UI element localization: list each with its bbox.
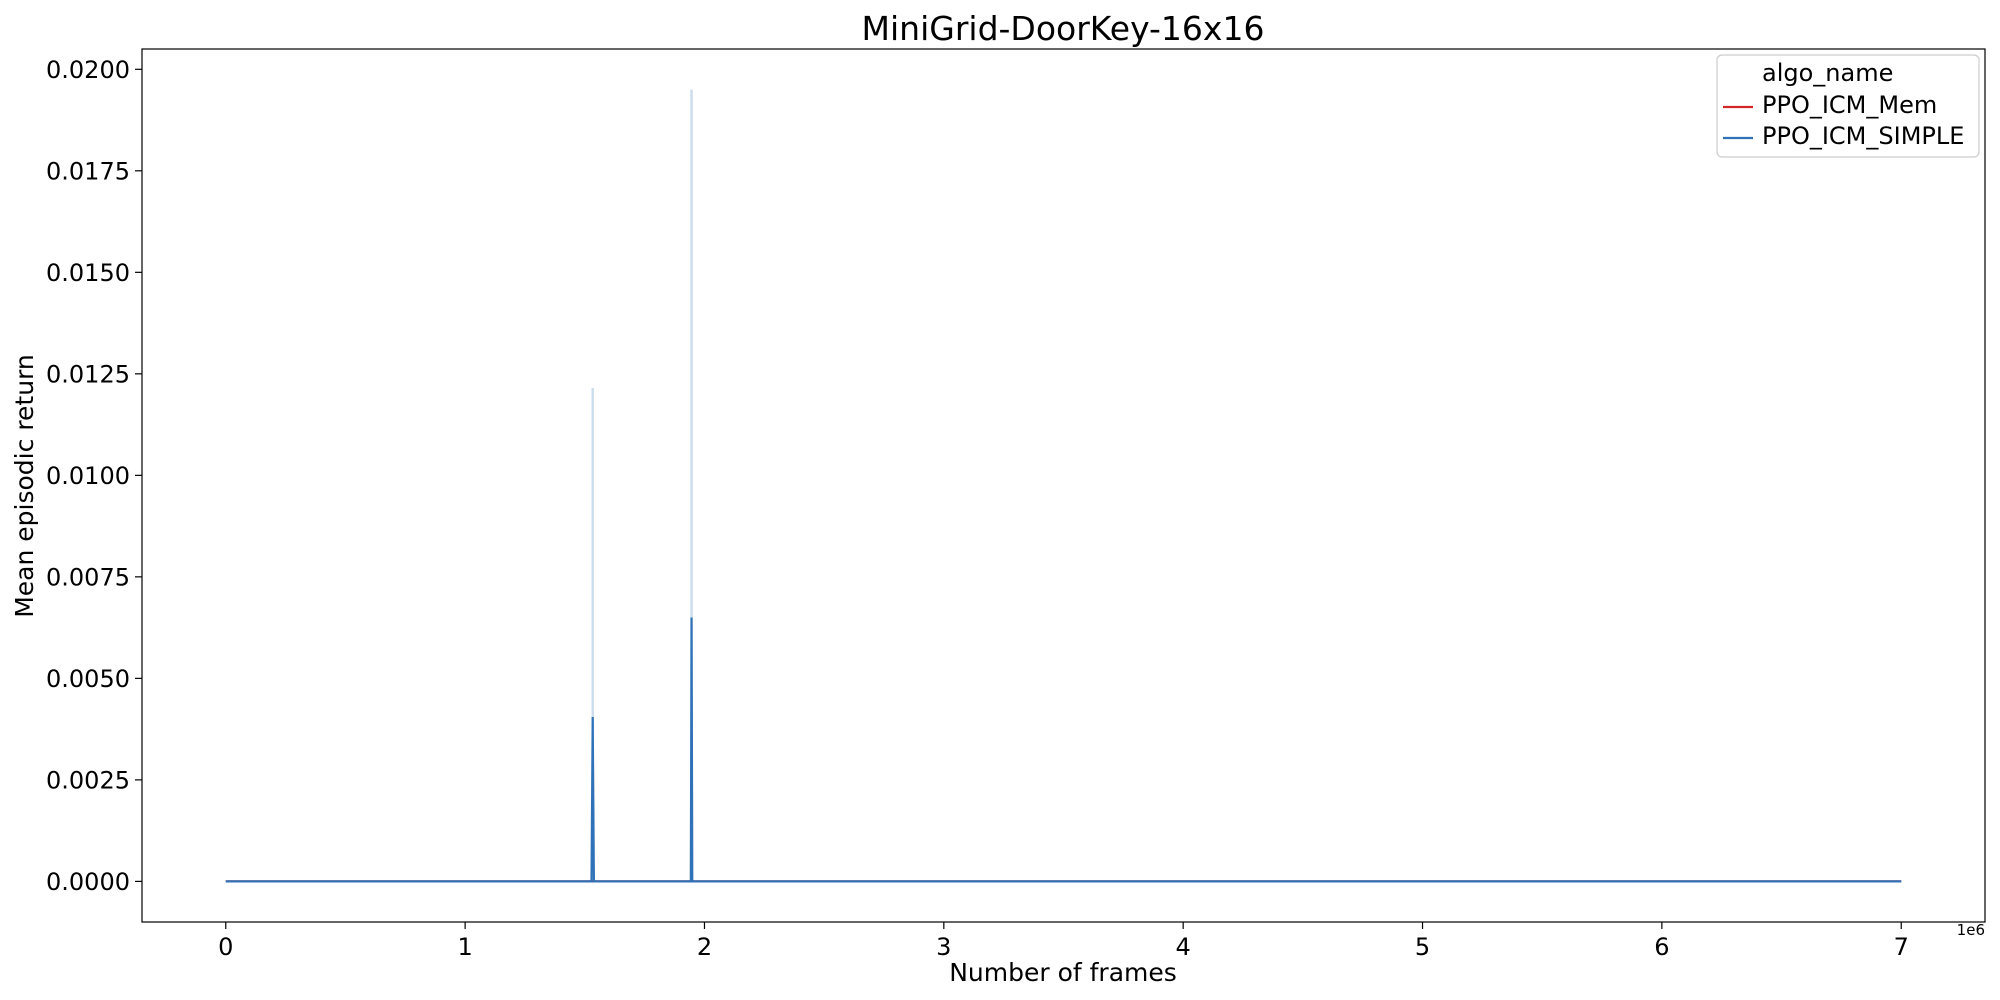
plot-area: 0 1 2 3 4 5 6 7 0.0000 0.0025 0.0050 0.0075 0.0100 0.… xyxy=(46,48,1986,961)
x-axis-label: Number of frames xyxy=(949,958,1177,987)
legend-title: algo_name xyxy=(1762,59,1893,87)
legend-box xyxy=(1716,54,1980,158)
x-tick-label: 1 xyxy=(457,933,472,961)
x-axis-offset-label: 1e6 xyxy=(1957,921,1985,939)
chart-title: MiniGrid-DoorKey-16x16 xyxy=(862,9,1265,48)
x-tick-label: 5 xyxy=(1415,933,1430,961)
y-tick-label: 0.0150 xyxy=(46,259,130,287)
y-tick-label: 0.0000 xyxy=(46,868,130,896)
x-tick-label: 3 xyxy=(936,933,951,961)
y-tick-label: 0.0125 xyxy=(46,360,130,388)
x-tick-label: 6 xyxy=(1654,933,1669,961)
legend: algo_name PPO_ICM_Mem PPO_ICM_SIMPLE xyxy=(1716,54,1980,158)
axes-frame xyxy=(141,48,1986,923)
confidence-band-1 xyxy=(690,89,693,882)
y-tick-label: 0.0100 xyxy=(46,462,130,490)
legend-label-ppo-icm-simple: PPO_ICM_SIMPLE xyxy=(1762,122,1964,150)
series-line-1 xyxy=(225,617,1902,883)
y-tick-label: 0.0025 xyxy=(46,766,130,794)
y-tick-label: 0.0050 xyxy=(46,665,130,693)
y-axis-label: Mean episodic return xyxy=(10,354,39,618)
y-tick-label: 0.0200 xyxy=(46,56,130,84)
y-tick-label: 0.0175 xyxy=(46,157,130,185)
x-tick-label: 7 xyxy=(1894,933,1909,961)
x-tick-label: 4 xyxy=(1176,933,1191,961)
y-tick-label: 0.0075 xyxy=(46,563,130,591)
x-tick-label: 0 xyxy=(218,933,233,961)
legend-label-ppo-icm-mem: PPO_ICM_Mem xyxy=(1762,91,1937,119)
confidence-band-0 xyxy=(591,388,594,882)
x-tick-label: 2 xyxy=(697,933,712,961)
